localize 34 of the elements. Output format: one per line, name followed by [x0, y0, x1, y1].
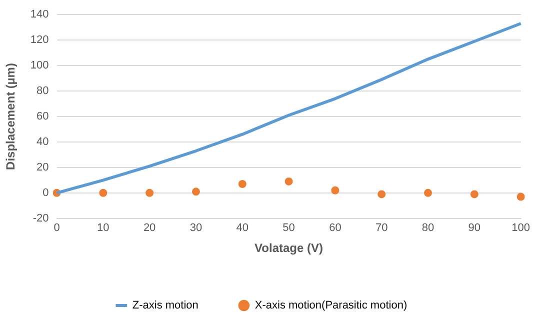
point	[424, 188, 432, 197]
x-tick-label: 10	[97, 222, 110, 234]
point	[99, 188, 108, 197]
point	[378, 190, 386, 198]
x-tick-label: 80	[422, 222, 434, 234]
x-tick-label: 70	[375, 222, 388, 234]
point	[146, 188, 154, 197]
y-tick-label: 0	[42, 186, 49, 199]
x-axis-title: Volatage (V)	[254, 241, 324, 256]
y-tick-label: 140	[30, 8, 49, 21]
y-axis-title: Displacement (µm)	[4, 63, 18, 170]
legend-label: X-axis motion(Parasitic motion)	[254, 300, 408, 312]
x-tick-label: 30	[190, 222, 202, 234]
point	[192, 188, 200, 196]
point	[470, 190, 478, 198]
point	[284, 177, 293, 186]
legend-label: Z-axis motion	[132, 300, 198, 312]
y-tick-label: 120	[30, 34, 49, 46]
x-tick-label: 0	[54, 222, 60, 234]
point	[516, 192, 525, 201]
y-tick-label: 40	[36, 136, 49, 148]
y-tick-label: 80	[36, 85, 49, 98]
y-tick-label: 20	[36, 161, 49, 174]
y-tick-label: 60	[36, 110, 49, 123]
x-tick-label: 60	[329, 222, 342, 234]
point	[238, 180, 246, 188]
y-tick-label: 100	[30, 60, 49, 72]
x-tick-label: 40	[236, 222, 249, 234]
x-tick-label: 20	[143, 222, 156, 234]
x-tick-label: 50	[282, 222, 295, 234]
x-tick-label: 90	[468, 222, 481, 234]
point	[331, 186, 340, 194]
y-tick-label: -20	[32, 212, 49, 224]
x-tick-label: 100	[512, 222, 530, 234]
